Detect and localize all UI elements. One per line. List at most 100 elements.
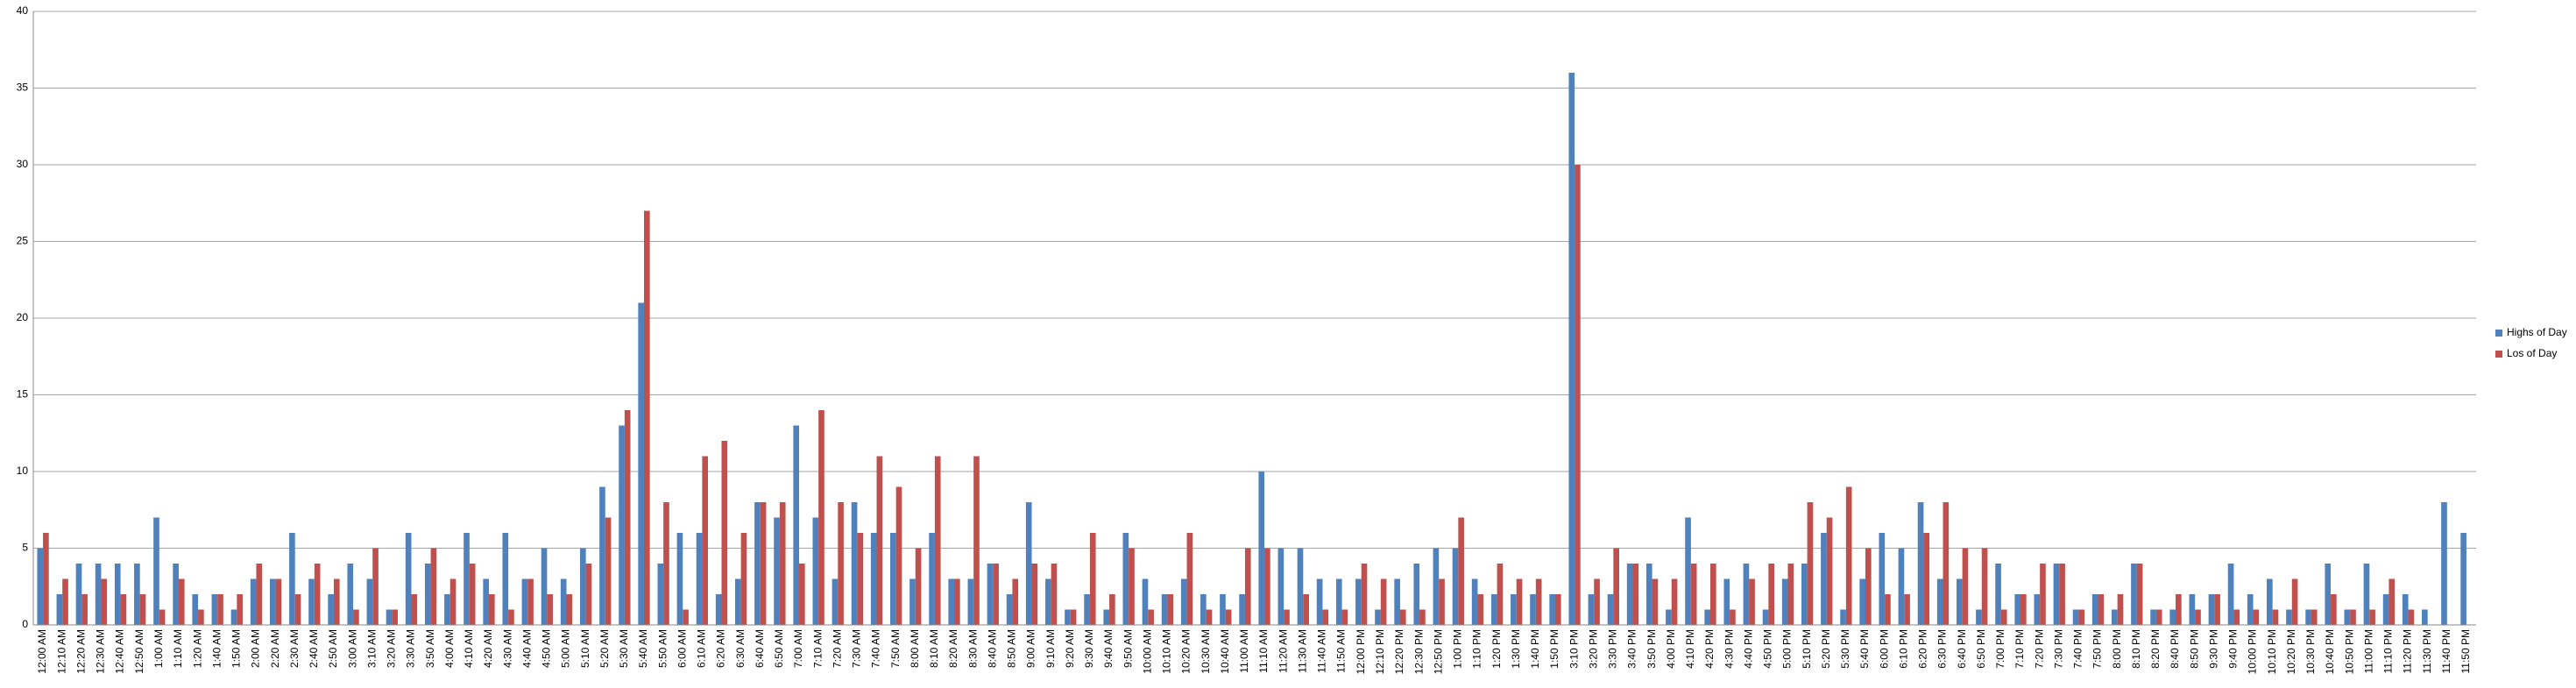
- x-tick-label: 9:40 AM: [1102, 629, 1115, 668]
- bar: [2363, 564, 2370, 625]
- bar: [1826, 517, 1833, 625]
- x-tick-label: 11:30 PM: [2421, 629, 2433, 673]
- x-tick-label: 7:20 PM: [2033, 629, 2045, 669]
- bar: [366, 578, 373, 625]
- bar: [2117, 594, 2124, 625]
- bar: [1341, 609, 1348, 625]
- bar: [120, 594, 127, 625]
- x-tick-label: 8:10 AM: [928, 629, 940, 668]
- bar: [1554, 594, 1561, 625]
- bar: [1239, 594, 1245, 625]
- bar: [1865, 548, 1872, 625]
- bar: [909, 578, 916, 625]
- bar: [2150, 609, 2156, 625]
- bar: [1225, 609, 1232, 625]
- bar: [1923, 533, 1930, 625]
- x-tick-label: 12:40 AM: [114, 629, 126, 674]
- bar: [857, 533, 864, 625]
- bar: [1399, 609, 1406, 625]
- x-tick-label: 8:00 AM: [909, 629, 921, 668]
- x-tick-label: 6:00 AM: [676, 629, 688, 668]
- x-tick-label: 8:50 AM: [1006, 629, 1018, 668]
- bar: [2460, 533, 2466, 625]
- x-tick-label: 4:20 PM: [1703, 629, 1716, 669]
- bar: [1594, 578, 1600, 625]
- legend-label: Los of Day: [2507, 347, 2557, 359]
- bar: [1012, 578, 1019, 625]
- bar: [2136, 564, 2143, 625]
- bar: [1433, 548, 1440, 625]
- bar: [449, 578, 456, 625]
- bar: [1316, 578, 1323, 625]
- bar: [1632, 564, 1639, 625]
- bar: [2286, 609, 2292, 625]
- bar: [2091, 594, 2098, 625]
- y-tick-label: 20: [17, 311, 29, 323]
- x-tick-label: 7:40 PM: [2072, 629, 2084, 669]
- x-tick-label: 6:00 PM: [1878, 629, 1890, 669]
- x-tick-label: 6:40 AM: [754, 629, 766, 668]
- bar: [211, 594, 218, 625]
- x-tick-label: 11:40 AM: [1316, 629, 1328, 673]
- bar: [1787, 564, 1794, 625]
- bar: [1749, 578, 1755, 625]
- x-tick-label: 10:10 PM: [2266, 629, 2278, 674]
- bar: [2441, 502, 2447, 625]
- bar: [993, 564, 999, 625]
- bar: [560, 578, 567, 625]
- bar: [579, 548, 586, 625]
- bar: [230, 609, 237, 625]
- bar: [1490, 594, 1497, 625]
- bar: [2053, 564, 2060, 625]
- bar: [469, 564, 476, 625]
- bar: [95, 564, 102, 625]
- bar: [793, 425, 800, 625]
- bar: [1879, 533, 1886, 625]
- bar: [799, 564, 805, 625]
- x-tick-label: 8:20 PM: [2149, 629, 2162, 669]
- bar: [2131, 564, 2137, 625]
- bar: [838, 502, 844, 625]
- x-tick-label: 11:30 AM: [1296, 629, 1308, 673]
- x-tick-label: 3:30 AM: [405, 629, 417, 668]
- bar: [1200, 594, 1207, 625]
- bar: [1840, 609, 1846, 625]
- bar: [411, 594, 418, 625]
- x-tick-label: 11:00 PM: [2362, 629, 2374, 673]
- y-tick-label: 15: [17, 388, 29, 401]
- bar: [1452, 548, 1459, 625]
- x-tick-label: 4:00 PM: [1665, 629, 1677, 669]
- x-tick-label: 11:20 AM: [1277, 629, 1289, 673]
- bar: [1885, 594, 1891, 625]
- bar: [521, 578, 528, 625]
- bar: [1956, 578, 1963, 625]
- x-tick-label: 8:10 PM: [2130, 629, 2142, 669]
- bar: [289, 533, 295, 625]
- bar: [624, 410, 631, 625]
- x-tick-label: 12:50 PM: [1432, 629, 1444, 674]
- x-tick-label: 8:30 AM: [966, 629, 979, 668]
- x-tick-label: 9:30 PM: [2207, 629, 2219, 669]
- bar: [1781, 578, 1788, 625]
- bar: [929, 533, 935, 625]
- bar: [1801, 564, 1808, 625]
- x-tick-label: 4:50 PM: [1762, 629, 1774, 669]
- bar: [372, 548, 379, 625]
- bar: [1626, 564, 1633, 625]
- x-tick-label: 1:40 AM: [210, 629, 223, 668]
- bar: [973, 456, 980, 625]
- bar: [1297, 548, 1304, 625]
- x-tick-label: 12:50 AM: [133, 629, 145, 674]
- bar: [430, 548, 437, 625]
- bar: [2350, 609, 2356, 625]
- bar: [1645, 564, 1652, 625]
- bar: [1051, 564, 1058, 625]
- bar: [314, 564, 321, 625]
- bar: [2155, 609, 2162, 625]
- bar: [890, 533, 896, 625]
- bar: [101, 578, 108, 625]
- bar: [1762, 609, 1769, 625]
- bar: [1006, 594, 1013, 625]
- bar: [818, 410, 824, 625]
- bar: [178, 578, 185, 625]
